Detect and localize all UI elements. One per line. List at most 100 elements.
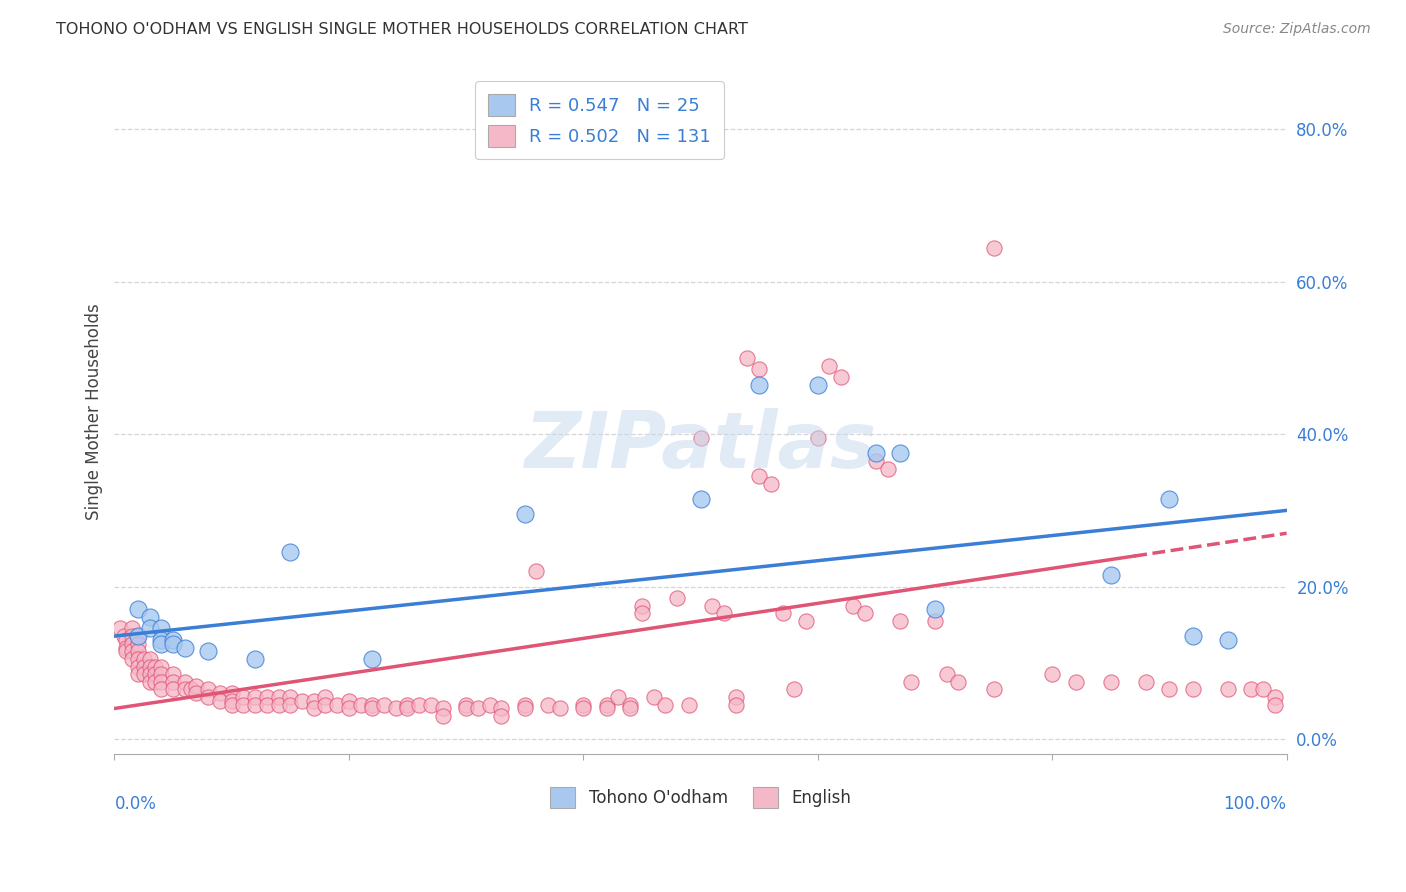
Point xyxy=(983,241,1005,255)
Point xyxy=(396,701,419,715)
Point xyxy=(467,701,489,715)
Point xyxy=(654,698,676,712)
Point xyxy=(132,667,155,681)
Point xyxy=(221,698,243,712)
Point xyxy=(513,698,536,712)
Point xyxy=(173,640,195,655)
Point xyxy=(314,690,336,704)
Point xyxy=(138,659,160,673)
Text: 0.0%: 0.0% xyxy=(114,796,156,814)
Point xyxy=(935,667,957,681)
Point xyxy=(337,701,360,715)
Point xyxy=(702,599,724,613)
Point xyxy=(1159,682,1181,697)
Point xyxy=(127,629,149,643)
Point xyxy=(361,701,384,715)
Point xyxy=(818,359,841,373)
Y-axis label: Single Mother Households: Single Mother Households xyxy=(86,303,103,520)
Point xyxy=(1264,690,1286,704)
Point xyxy=(197,644,219,658)
Point xyxy=(948,674,970,689)
Point xyxy=(221,686,243,700)
Point xyxy=(256,690,278,704)
Point xyxy=(807,431,830,445)
Point xyxy=(162,667,184,681)
Point xyxy=(138,674,160,689)
Point xyxy=(314,698,336,712)
Point xyxy=(145,667,167,681)
Point xyxy=(243,698,266,712)
Point xyxy=(138,622,160,636)
Point xyxy=(889,614,911,628)
Point xyxy=(900,674,922,689)
Point xyxy=(173,682,195,697)
Point xyxy=(724,698,747,712)
Point xyxy=(221,694,243,708)
Point xyxy=(302,701,325,715)
Point xyxy=(349,698,371,712)
Point xyxy=(127,629,149,643)
Point xyxy=(807,377,830,392)
Point xyxy=(689,431,711,445)
Legend: Tohono O'odham, English: Tohono O'odham, English xyxy=(544,780,858,814)
Point xyxy=(162,632,184,647)
Point xyxy=(278,690,301,704)
Point xyxy=(127,644,149,658)
Point xyxy=(121,622,143,636)
Point xyxy=(748,469,770,483)
Point xyxy=(924,614,946,628)
Point xyxy=(197,682,219,697)
Point xyxy=(737,351,759,365)
Point xyxy=(513,701,536,715)
Point xyxy=(396,698,419,712)
Point xyxy=(180,682,202,697)
Point xyxy=(983,682,1005,697)
Text: 100.0%: 100.0% xyxy=(1223,796,1286,814)
Point xyxy=(537,698,560,712)
Point xyxy=(337,694,360,708)
Point xyxy=(197,690,219,704)
Point xyxy=(115,632,138,647)
Point xyxy=(748,362,770,376)
Point xyxy=(432,709,454,723)
Point xyxy=(361,698,384,712)
Point xyxy=(1099,674,1122,689)
Point xyxy=(419,698,441,712)
Point xyxy=(1240,682,1263,697)
Point xyxy=(121,644,143,658)
Point xyxy=(772,607,794,621)
Point xyxy=(513,507,536,521)
Point xyxy=(127,667,149,681)
Point xyxy=(150,659,173,673)
Point xyxy=(208,694,231,708)
Point xyxy=(150,637,173,651)
Point xyxy=(267,698,290,712)
Point xyxy=(145,674,167,689)
Point xyxy=(121,629,143,643)
Point xyxy=(243,652,266,666)
Point xyxy=(748,377,770,392)
Point xyxy=(115,640,138,655)
Point xyxy=(110,622,132,636)
Point xyxy=(127,652,149,666)
Point xyxy=(643,690,665,704)
Point xyxy=(1264,698,1286,712)
Point xyxy=(208,686,231,700)
Point xyxy=(150,674,173,689)
Point xyxy=(1135,674,1157,689)
Point xyxy=(865,446,887,460)
Point xyxy=(150,632,173,647)
Point xyxy=(759,476,782,491)
Point xyxy=(830,370,852,384)
Point xyxy=(278,545,301,559)
Point xyxy=(326,698,349,712)
Point xyxy=(361,652,384,666)
Point xyxy=(548,701,571,715)
Point xyxy=(138,652,160,666)
Point xyxy=(121,637,143,651)
Point xyxy=(1040,667,1063,681)
Point xyxy=(384,701,406,715)
Point xyxy=(112,629,135,643)
Point xyxy=(186,679,208,693)
Point xyxy=(127,659,149,673)
